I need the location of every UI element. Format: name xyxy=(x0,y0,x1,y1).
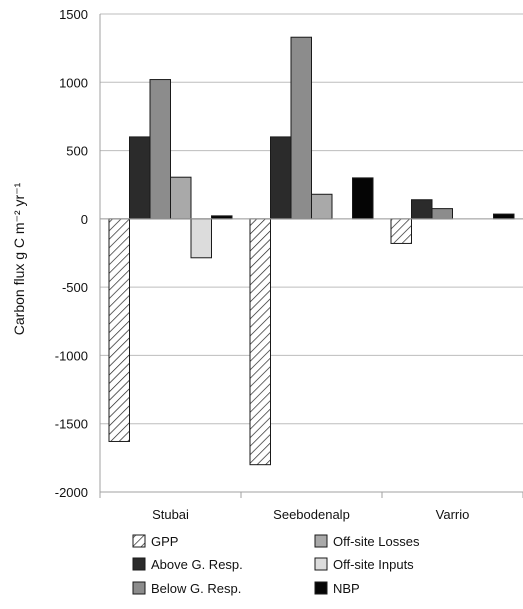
bar-nbp xyxy=(352,177,374,220)
legend-swatch xyxy=(314,557,328,571)
bar-below-g-resp- xyxy=(290,36,312,220)
tick-labels: -2000 -1500 -1000 -500 0 500 1000 1500 Stubai See… xyxy=(55,7,470,522)
y-tick-label: -1000 xyxy=(55,348,88,363)
legend-swatch xyxy=(314,581,328,595)
x-tick-label: Seebodenalp xyxy=(273,507,350,522)
legend-swatch xyxy=(314,534,328,548)
legend-label: Above G. Resp. xyxy=(151,557,243,572)
bars xyxy=(108,36,515,466)
legend-swatch xyxy=(132,581,146,595)
bar-above-g-resp- xyxy=(270,136,292,220)
bar-gpp xyxy=(249,218,271,466)
bar-above-g-resp- xyxy=(411,199,433,220)
legend: GPP Above G. Resp. Below G. Resp. Off-site … xyxy=(132,534,420,596)
y-tick-label: -2000 xyxy=(55,485,88,500)
legend-label: NBP xyxy=(333,581,360,596)
bar-off-site-inputs xyxy=(190,218,212,259)
x-tick-label: Stubai xyxy=(152,507,189,522)
bar-below-g-resp- xyxy=(149,79,171,220)
bar-above-g-resp- xyxy=(129,136,151,220)
y-tick-label: 1000 xyxy=(59,75,88,90)
bar-off-site-losses xyxy=(170,176,192,220)
y-tick-label: 1500 xyxy=(59,7,88,22)
y-tick-label: 0 xyxy=(81,212,88,227)
bar-off-site-losses xyxy=(311,193,333,220)
y-tick-label: -1500 xyxy=(55,417,88,432)
legend-label: Off-site Losses xyxy=(333,534,420,549)
y-tick-label: 500 xyxy=(66,144,88,159)
legend-swatch xyxy=(132,557,146,571)
legend-swatch xyxy=(132,534,146,548)
legend-label: Below G. Resp. xyxy=(151,581,241,596)
bar-gpp xyxy=(390,218,412,244)
y-axis-title: Carbon flux g C m⁻² yr⁻¹ xyxy=(11,182,27,335)
bar-gpp xyxy=(108,218,130,442)
bar-nbp xyxy=(493,213,515,220)
y-tick-label: -500 xyxy=(62,280,88,295)
legend-label: GPP xyxy=(151,534,178,549)
legend-label: Off-site Inputs xyxy=(333,557,414,572)
bar-below-g-resp- xyxy=(431,208,453,220)
x-tick-label: Varrio xyxy=(436,507,470,522)
axes xyxy=(99,14,523,498)
